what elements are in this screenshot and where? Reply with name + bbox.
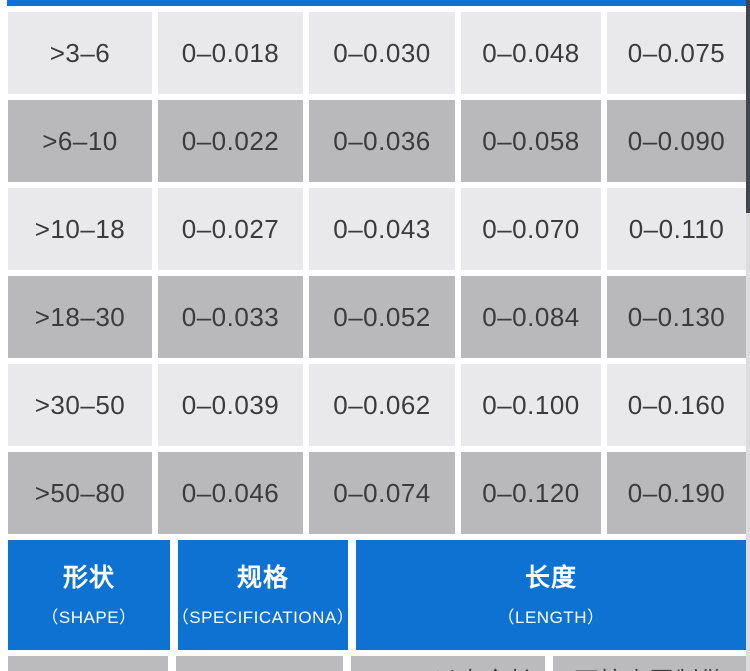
tolerance-table: >3–6 0–0.018 0–0.030 0–0.048 0–0.075 >6–… [8,12,746,534]
tolerance-cell: 0–0.036 [309,100,455,182]
tolerance-cell: 0–0.018 [158,12,303,94]
scrollbar-track[interactable] [746,0,750,671]
tolerance-cell: 0–0.033 [158,276,303,358]
header-specification-zh: 规格 [236,563,289,592]
tolerance-cell: 0–0.027 [158,188,303,270]
tolerance-cell: 0–0.084 [461,276,601,358]
spec-cell-length-standard: ±3mm以内全长 [351,656,545,671]
header-length: 长度 （LENGTH） [356,540,746,650]
spec-cell-length-custom: 可按来图制做 [553,656,746,671]
row-range: >6–10 [8,100,152,182]
tolerance-cell: 0–0.130 [607,276,746,358]
row-range: >10–18 [8,188,152,270]
tolerance-cell: 0–0.039 [158,364,303,446]
header-specification-en: （SPECIFICATIONA） [171,608,355,628]
table-header-cutoff-strip [7,0,746,6]
tolerance-cell: 0–0.160 [607,364,746,446]
row-range: >50–80 [8,452,152,534]
tolerance-cell: 0–0.090 [607,100,746,182]
row-range: >30–50 [8,364,152,446]
header-length-zh: 长度 [524,563,577,592]
tolerance-cell: 0–0.110 [607,188,746,270]
tolerance-cell: 0–0.120 [461,452,601,534]
tolerance-cell: 0–0.074 [309,452,455,534]
spec-table-header: 形状 （SHAPE） 规格 （SPECIFICATIONA） 长度 （LENGT… [8,540,746,650]
tolerance-cell: 0–0.043 [309,188,455,270]
tolerance-cell: 0–0.022 [158,100,303,182]
header-shape: 形状 （SHAPE） [8,540,170,650]
spec-cell-shape [8,656,168,671]
tolerance-cell: 0–0.030 [309,12,455,94]
tolerance-cell: 0–0.190 [607,452,746,534]
tolerance-cell: 0–0.058 [461,100,601,182]
tolerance-cell: 0–0.046 [158,452,303,534]
header-shape-en: （SHAPE） [41,608,137,628]
header-shape-zh: 形状 [62,563,115,592]
tolerance-cell: 0–0.062 [309,364,455,446]
row-range: >18–30 [8,276,152,358]
tolerance-cell: 0–0.070 [461,188,601,270]
header-specification: 规格 （SPECIFICATIONA） [172,540,354,650]
scrollbar-thumb[interactable] [746,0,750,213]
tolerance-cell: 0–0.048 [461,12,601,94]
header-length-en: （LENGTH） [497,608,605,628]
tolerance-cell: 0–0.100 [461,364,601,446]
tolerance-cell: 0–0.052 [309,276,455,358]
spec-table-row-cutoff: ±3mm以内全长 可按来图制做 [8,656,746,671]
spec-cell-spec [176,656,343,671]
row-range: >3–6 [8,12,152,94]
tolerance-cell: 0–0.075 [607,12,746,94]
